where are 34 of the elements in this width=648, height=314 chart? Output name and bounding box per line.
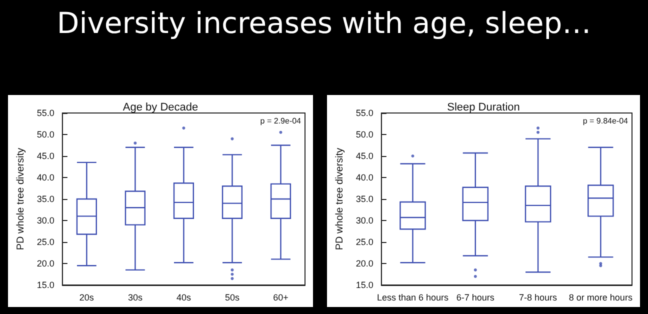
x-tick-label: 20s xyxy=(79,292,94,302)
text: Diversity increases with age, sleep… xyxy=(56,6,592,40)
y-tick-label: 45.0 xyxy=(356,151,374,161)
y-axis-title: PD whole tree diversity xyxy=(16,148,26,250)
x-tick-label: 7-8 hours xyxy=(519,292,558,302)
chart-title: Sleep Duration xyxy=(447,102,520,114)
x-tick-label: 50s xyxy=(224,292,240,302)
x-tick-label: 6-7 hours xyxy=(456,292,495,302)
x-tick-label: 40s xyxy=(176,292,192,302)
y-tick-label: 30.0 xyxy=(356,216,374,226)
y-tick-label: 55.0 xyxy=(36,108,54,118)
x-tick-label: 30s xyxy=(128,292,143,302)
y-tick-label: 50.0 xyxy=(356,130,374,140)
annotation: p = 2.9e-04 xyxy=(260,116,302,126)
y-tick-label: 25.0 xyxy=(356,237,374,247)
x-tick-label: 60+ xyxy=(273,292,288,302)
y-tick-label: 35.0 xyxy=(36,194,54,204)
x-tick-label: 8 or more hours xyxy=(568,292,633,302)
y-tick-label: 45.0 xyxy=(36,151,54,161)
y-tick-label: 50.0 xyxy=(36,130,54,140)
y-axis-title: PD whole tree diversity xyxy=(334,148,346,250)
y-tick-label: 35.0 xyxy=(356,194,374,204)
y-tick-label: 20.0 xyxy=(36,258,54,268)
chart-title: Age by Decade xyxy=(122,102,198,114)
y-tick-label: 30.0 xyxy=(36,216,54,226)
y-tick-label: 55.0 xyxy=(356,108,374,118)
y-tick-label: 40.0 xyxy=(36,172,54,182)
y-tick-label: 25.0 xyxy=(36,237,54,247)
x-tick-label: Less than 6 hours xyxy=(376,292,450,302)
y-tick-label: 20.0 xyxy=(356,258,374,268)
y-tick-label: 40.0 xyxy=(356,172,374,182)
y-tick-label: 15.0 xyxy=(356,280,374,290)
y-tick-label: 15.0 xyxy=(36,280,54,290)
annotation: p = 9.84e-04 xyxy=(582,116,629,126)
